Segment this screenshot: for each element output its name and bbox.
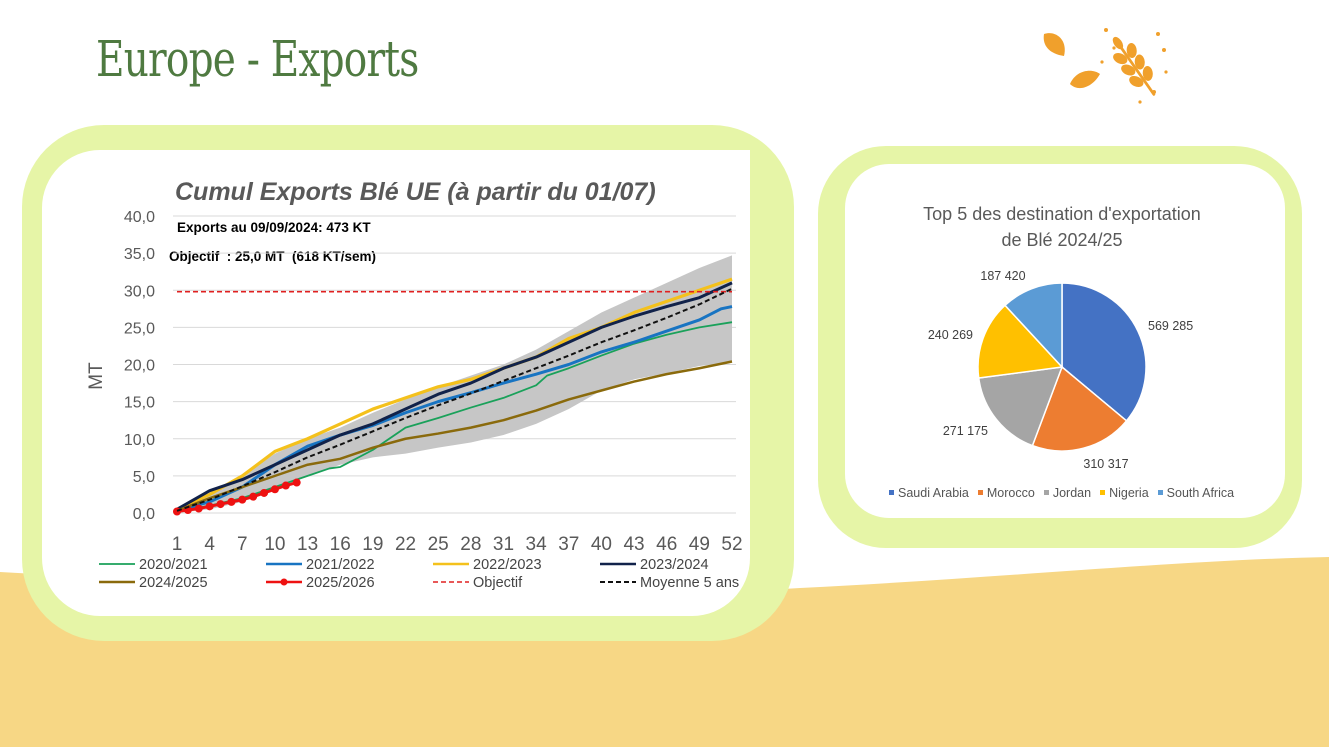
pie-legend-swatch [1100, 490, 1106, 496]
y-tick-label: 30,0 [124, 283, 155, 300]
x-tick-label: 25 [428, 534, 449, 555]
line-chart-title: Cumul Exports Blé UE (à partir du 01/07) [175, 178, 656, 206]
pie-legend-item: Nigeria [1100, 486, 1149, 500]
legend-label: 2024/2025 [139, 575, 208, 591]
series-2023-2024 [176, 281, 733, 511]
pie-value-label: 240 269 [928, 328, 973, 342]
pie-legend-swatch [1043, 490, 1049, 496]
legend-marker [280, 578, 288, 586]
x-tick-label: 43 [623, 534, 644, 555]
y-tick-label: 25,0 [124, 320, 155, 337]
x-tick-label: 28 [460, 534, 481, 555]
x-tick-label: 22 [395, 534, 416, 555]
legend-label: 2021/2022 [306, 557, 375, 573]
x-tick-label: 7 [237, 534, 248, 555]
legend-item: 2021/2022 [266, 557, 375, 573]
legend-label: 2023/2024 [640, 557, 709, 573]
legend-item: 2023/2024 [600, 557, 709, 573]
x-tick-label: 34 [526, 534, 548, 555]
pie-legend-item: Morocco [977, 486, 1035, 500]
x-tick-label: 1 [172, 534, 183, 555]
series-2025-2026-point [270, 485, 279, 494]
pie-value-label: 271 175 [943, 424, 988, 438]
y-tick-label: 40,0 [124, 209, 155, 226]
pie-slice-morocco [1031, 365, 1128, 452]
series-2025-2026-point [281, 481, 290, 490]
pie-legend-label: Saudi Arabia [898, 486, 969, 500]
x-tick-label: 52 [721, 534, 742, 555]
pie-legend-item: South Africa [1157, 486, 1235, 500]
legend-item: Moyenne 5 ans [600, 575, 739, 591]
x-tick-label: 4 [204, 534, 215, 555]
pie-slice-saudi-arabia [1061, 282, 1147, 422]
x-tick-label: 19 [362, 534, 383, 555]
y-tick-label: 5,0 [133, 469, 155, 486]
page-title: Europe - Exports [96, 30, 419, 88]
series-2025-2026-point [194, 504, 203, 513]
exports-annotation: Exports au 09/09/2024: 473 KT [177, 220, 371, 235]
pie-legend-swatch [1157, 490, 1163, 496]
series-2025-2026-point [260, 488, 269, 497]
legend-label: 2025/2026 [306, 575, 375, 591]
pie-title-line1: Top 5 des destination d'exportation [923, 204, 1201, 224]
series-2025-2026-point [292, 478, 301, 487]
x-tick-label: 10 [264, 534, 285, 555]
legend-item: 2024/2025 [99, 575, 208, 591]
pie-legend-label: Nigeria [1109, 486, 1149, 500]
x-tick-label: 46 [656, 534, 677, 555]
y-axis-label: MT [86, 362, 107, 390]
pie-value-label: 569 285 [1148, 319, 1193, 333]
pie-value-label: 187 420 [980, 269, 1025, 283]
x-tick-label: 31 [493, 534, 514, 555]
series-2025-2026-point [227, 497, 236, 506]
legend-label: 2020/2021 [139, 557, 208, 573]
series-2025-2026-point [238, 495, 247, 504]
series-2025-2026-point [205, 502, 214, 511]
x-tick-label: 37 [558, 534, 579, 555]
pie-legend-item: Saudi Arabia [889, 486, 969, 500]
pie-slice-jordan [977, 366, 1064, 447]
series-2022-2023 [176, 277, 733, 511]
pie-legend-swatch [977, 490, 983, 496]
pie-slice-south-africa [1003, 282, 1063, 369]
x-tick-label: 13 [297, 534, 318, 555]
y-tick-label: 20,0 [124, 358, 155, 375]
legend-item: 2025/2026 [266, 575, 375, 591]
legend-label: Moyenne 5 ans [640, 575, 739, 591]
pie-legend-label: Jordan [1052, 486, 1092, 500]
y-tick-label: 10,0 [124, 432, 155, 449]
pie-legend-label: Morocco [986, 486, 1035, 500]
series-2024-2025 [176, 360, 733, 512]
legend-label: Objectif [473, 575, 523, 591]
pie-legend-swatch [889, 490, 894, 496]
x-tick-label: 49 [689, 534, 710, 555]
legend-item: 2020/2021 [99, 557, 208, 573]
series-2020-2021 [176, 321, 733, 513]
y-tick-label: 15,0 [124, 395, 155, 412]
legend-item: 2022/2023 [433, 557, 542, 573]
y-tick-label: 0,0 [133, 506, 155, 523]
x-tick-label: 40 [591, 534, 612, 555]
y-tick-label: 35,0 [124, 246, 155, 263]
series-moyenne-5-ans [176, 287, 733, 512]
pie-title-line2: de Blé 2024/25 [1001, 230, 1122, 250]
legend-label: 2022/2023 [473, 557, 542, 573]
pie-legend-item: Jordan [1043, 486, 1092, 500]
pie-legend: Saudi Arabia Morocco Jordan Nigeria South Af… [889, 486, 1234, 500]
pie-slice-nigeria [977, 304, 1064, 379]
series-2025-2026-point [249, 492, 258, 501]
wheat-icon [1043, 28, 1168, 104]
legend-item: Objectif [433, 575, 523, 591]
series-2025-2026-point [216, 500, 225, 509]
pie-value-label: 310 317 [1083, 457, 1128, 471]
x-tick-label: 16 [330, 534, 351, 555]
pie-legend-label: South Africa [1166, 486, 1235, 500]
